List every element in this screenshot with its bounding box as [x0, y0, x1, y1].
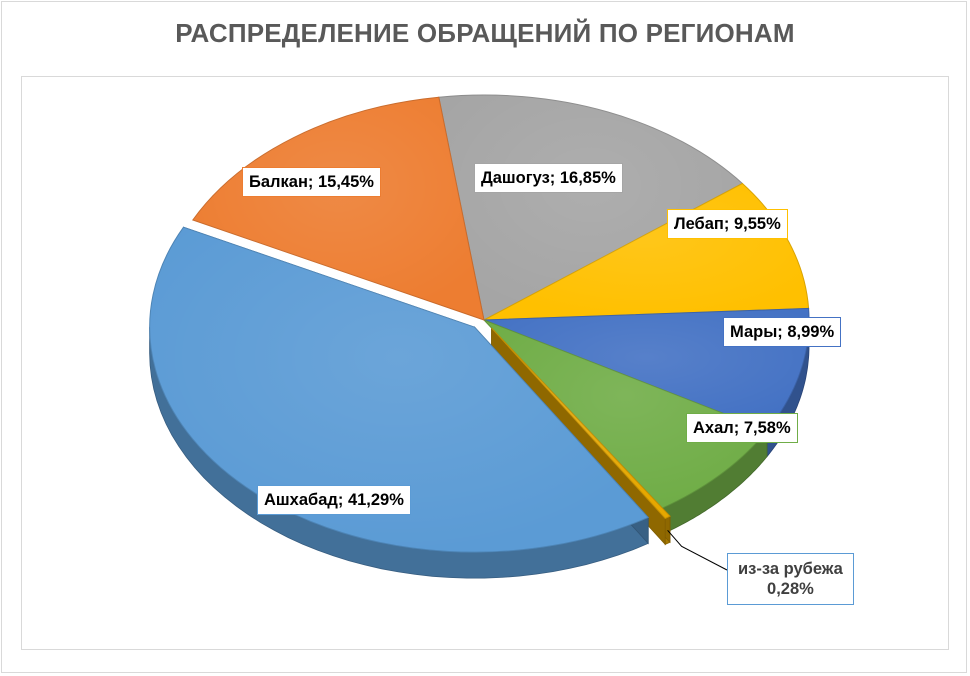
chart-title: РАСПРЕДЕЛЕНИЕ ОБРАЩЕНИЙ ПО РЕГИОНАМ	[175, 18, 795, 48]
data-label-abroad-name: из-за рубежа	[738, 560, 843, 578]
slice-highlight-balkan	[192, 97, 485, 320]
plot-area	[21, 76, 949, 650]
slice-highlight-ashgabat	[149, 227, 649, 553]
data-label-lebap: Лебап; 9,55%	[667, 209, 788, 239]
leader-lines	[667, 529, 728, 571]
data-label-akhal: Ахал; 7,58%	[686, 413, 798, 443]
data-label-ashgabat: Ашхабад; 41,29%	[257, 485, 411, 515]
data-label-abroad: из-за рубежа 0,28%	[727, 553, 854, 605]
slice-highlight-akhal	[484, 320, 768, 509]
slice-highlight-abroad	[491, 328, 670, 519]
data-label-dashoguz: Дашогуз; 16,85%	[474, 163, 623, 193]
data-label-abroad-value: 0,28%	[767, 580, 814, 598]
data-label-mary: Мары; 8,99%	[723, 317, 842, 347]
leader-line-abroad	[667, 529, 728, 571]
slice-highlight-dashoguz	[438, 95, 743, 321]
data-label-balkan: Балкан; 15,45%	[242, 167, 381, 197]
